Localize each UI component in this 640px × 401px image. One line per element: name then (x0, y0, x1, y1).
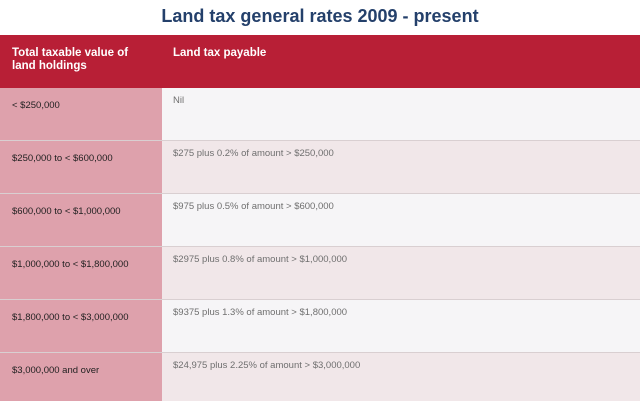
table-row: $600,000 to < $1,000,000 $975 plus 0.5% … (0, 194, 640, 247)
header-land-tax-payable: Land tax payable (173, 47, 267, 59)
range-cell: $250,000 to < $600,000 (12, 153, 113, 164)
table-row: $3,000,000 and over $24,975 plus 2.25% o… (0, 353, 640, 401)
page-title: Land tax general rates 2009 - present (161, 6, 479, 26)
table-row: < $250,000 Nil (0, 88, 640, 141)
range-cell: $1,000,000 to < $1,800,000 (12, 259, 129, 270)
land-tax-table: Total taxable value of land holdings Lan… (0, 35, 640, 401)
rate-cell: $2975 plus 0.8% of amount > $1,000,000 (173, 254, 348, 265)
rate-cell: $975 plus 0.5% of amount > $600,000 (173, 201, 334, 212)
rate-cell: Nil (173, 95, 185, 106)
table-row: $1,800,000 to < $3,000,000 $9375 plus 1.… (0, 300, 640, 353)
rate-cell: $24,975 plus 2.25% of amount > $3,000,00… (173, 360, 361, 371)
range-cell: $600,000 to < $1,000,000 (12, 206, 121, 217)
range-cell: $1,800,000 to < $3,000,000 (12, 312, 129, 323)
rate-cell: $275 plus 0.2% of amount > $250,000 (173, 148, 334, 159)
rate-cell: $9375 plus 1.3% of amount > $1,800,000 (173, 307, 348, 318)
range-cell: < $250,000 (12, 100, 60, 111)
table-row: $1,000,000 to < $1,800,000 $2975 plus 0.… (0, 247, 640, 300)
table-header: Total taxable value of land holdings Lan… (0, 35, 640, 88)
range-cell: $3,000,000 and over (12, 365, 100, 376)
header-taxable-value: Total taxable value of land holdings (12, 47, 129, 72)
table-row: $250,000 to < $600,000 $275 plus 0.2% of… (0, 141, 640, 194)
